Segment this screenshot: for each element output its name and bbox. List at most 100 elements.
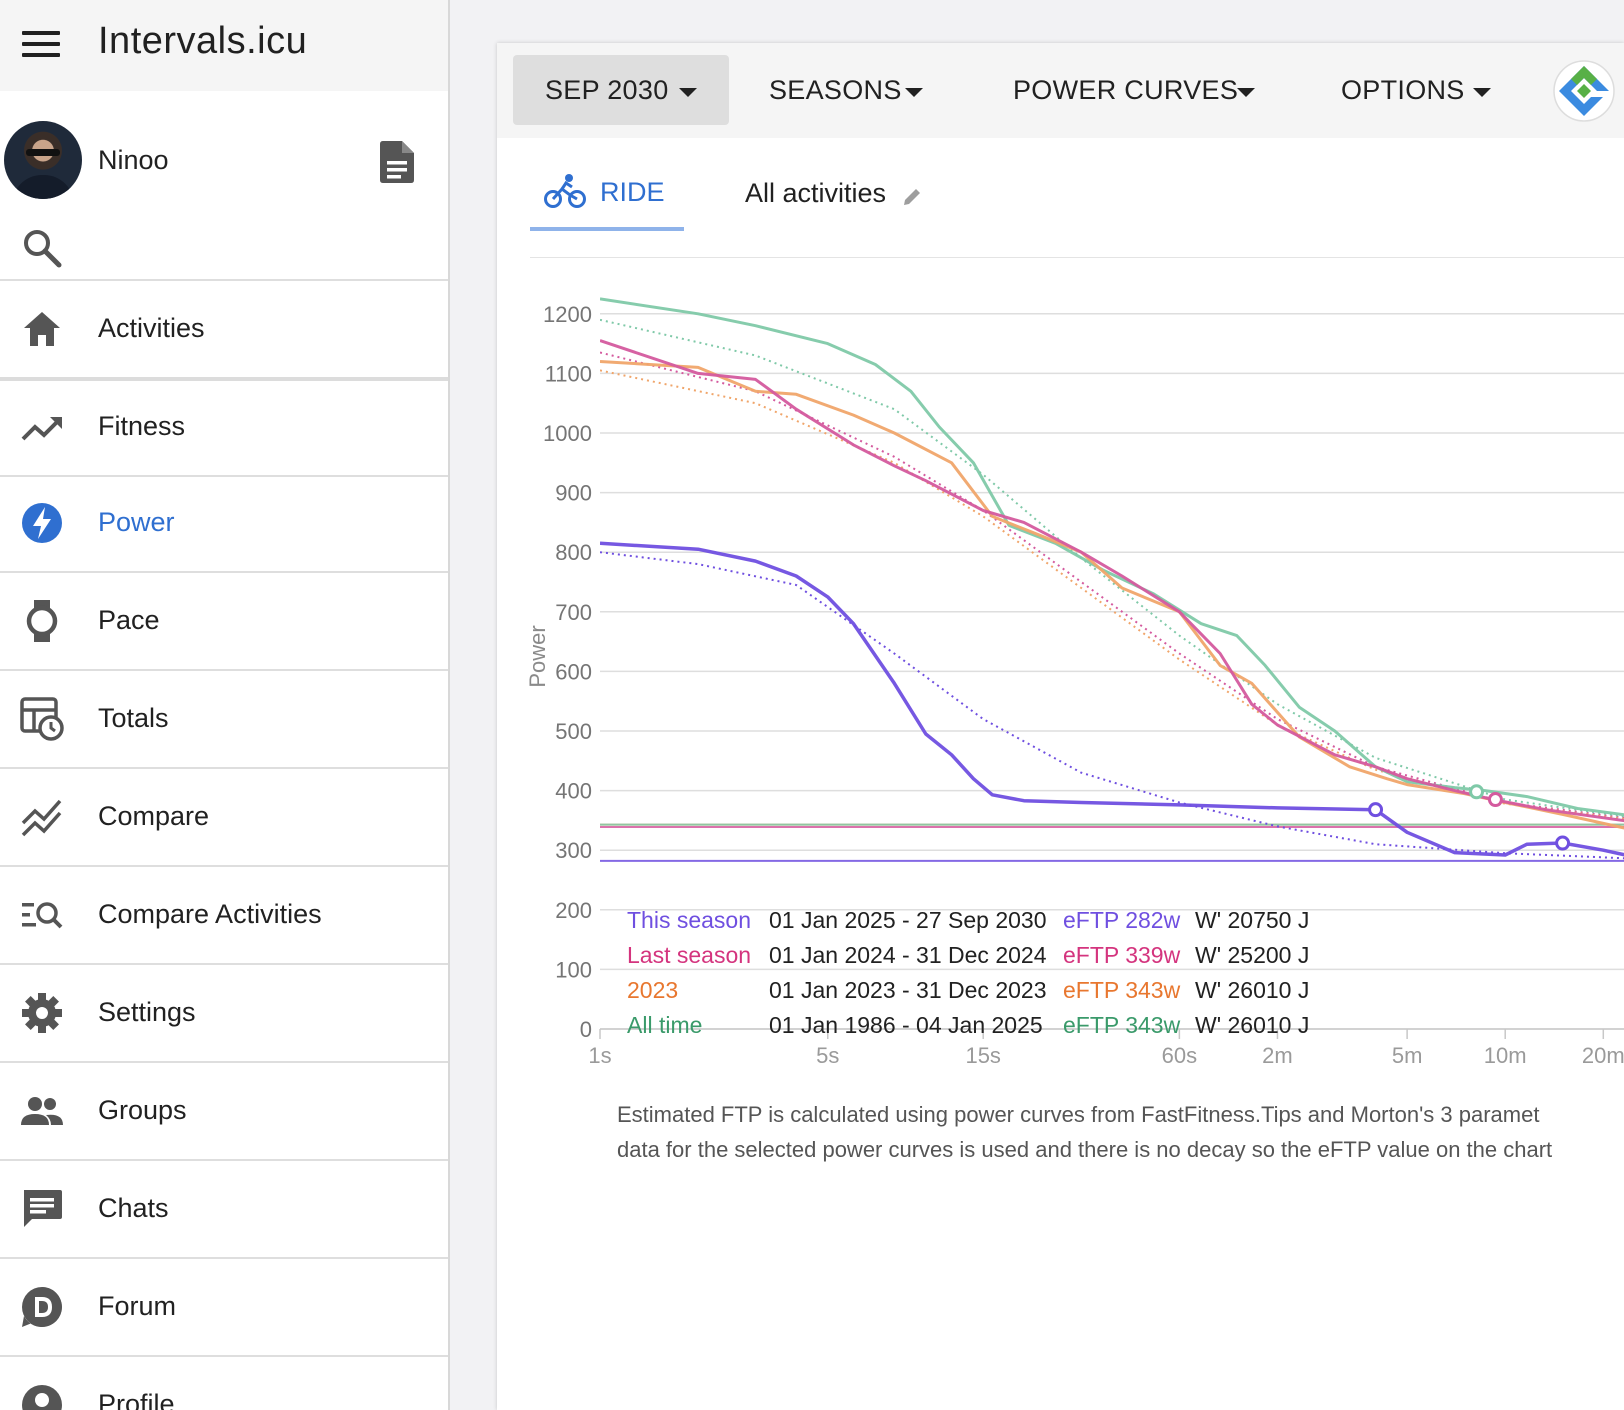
curve-marker: [1555, 835, 1571, 851]
legend-name: This season: [627, 907, 752, 933]
toolbar: SEP 2030 SEASONS POWER CURVES OPTIONS: [497, 43, 1624, 138]
power-curves-label: POWER CURVES: [1013, 75, 1239, 105]
sidebar-item-totals[interactable]: Totals: [0, 671, 448, 769]
y-tick-label: 300: [555, 838, 592, 863]
compare-lines-icon: [21, 799, 62, 837]
avatar[interactable]: [4, 121, 82, 199]
sidebar-item-label: Forum: [98, 1291, 177, 1321]
user-name[interactable]: Ninoo: [98, 145, 169, 175]
fastfitness-logo-icon[interactable]: [1553, 60, 1615, 122]
table-clock-icon: [20, 697, 64, 741]
hamburger-menu-icon[interactable]: [22, 31, 60, 57]
legend-wprime: W' 20750 J: [1195, 907, 1310, 933]
curve-marker: [1368, 802, 1384, 818]
y-tick-label: 0: [580, 1017, 592, 1042]
y-tick-label: 1000: [543, 421, 592, 446]
seasons-menu-button[interactable]: SEASONS: [737, 55, 947, 125]
legend-name: 2023: [627, 977, 679, 1003]
app-title: Intervals.icu: [98, 20, 308, 62]
gear-icon: [22, 993, 62, 1033]
sidebar-item-label: Power: [98, 507, 175, 537]
chat-icon: [24, 1190, 62, 1227]
caret-down-icon: [905, 88, 923, 97]
y-tick-label: 200: [555, 898, 592, 923]
sidebar-item-label: Pace: [98, 605, 160, 635]
legend-wprime: W' 26010 J: [1195, 1012, 1310, 1038]
y-tick-label: 900: [555, 481, 592, 506]
x-tick-label: 2m: [1262, 1043, 1293, 1068]
legend-dates: 01 Jan 2023 - 31 Dec 2023: [769, 977, 1047, 1003]
y-tick-label: 500: [555, 719, 592, 744]
power-bolt-icon: [22, 503, 62, 543]
seasons-label: SEASONS: [769, 75, 902, 105]
sidebar-item-fitness[interactable]: Fitness: [0, 379, 448, 477]
month-select-button[interactable]: SEP 2030: [513, 55, 729, 125]
power-curve-series: [600, 339, 1624, 823]
model-curve: [600, 551, 1624, 860]
app-bar: Intervals.icu: [0, 0, 448, 91]
y-axis-label: Power: [525, 625, 550, 687]
x-tick-label: 10m: [1484, 1043, 1527, 1068]
document-icon[interactable]: [380, 141, 414, 183]
people-icon: [21, 1097, 63, 1125]
power-curve-chart[interactable]: 0 100 200 300 400 500 600 700 800 900 1000 1100 1200…: [497, 43, 1624, 1410]
sidebar-item-groups[interactable]: Groups: [0, 1063, 448, 1161]
pencil-edit-icon[interactable]: [901, 186, 923, 208]
sidebar-item-forum[interactable]: Forum: [0, 1259, 448, 1357]
sidebar-item-label: Totals: [98, 703, 169, 733]
eftp-note-line: Estimated FTP is calculated using power …: [617, 1102, 1540, 1127]
search-icon[interactable]: [22, 228, 62, 268]
sidebar-item-compare-activities[interactable]: Compare Activities: [0, 867, 448, 965]
model-curve: [600, 369, 1624, 821]
sidebar-item-compare[interactable]: Compare: [0, 769, 448, 867]
y-tick-label: 800: [555, 540, 592, 565]
tab-ride[interactable]: RIDE: [530, 165, 684, 231]
legend-eftp: eFTP 343w: [1063, 1012, 1181, 1038]
power-curves-menu-button[interactable]: POWER CURVES: [981, 55, 1281, 125]
x-tick-label: 5s: [816, 1043, 839, 1068]
main-panel: SEP 2030 SEASONS POWER CURVES OPTIONS: [497, 43, 1624, 1410]
caret-down-icon: [679, 88, 697, 97]
y-tick-label: 400: [555, 779, 592, 804]
legend-dates: 01 Jan 2025 - 27 Sep 2030: [769, 907, 1047, 933]
tab-ride-label: RIDE: [600, 177, 665, 207]
month-label: SEP 2030: [545, 75, 669, 105]
trending-up-icon: [21, 417, 62, 441]
sidebar-item-chats[interactable]: Chats: [0, 1161, 448, 1259]
activity-filter[interactable]: All activities: [745, 178, 887, 208]
sidebar-item-profile[interactable]: Profile: [0, 1357, 448, 1410]
curve-marker: [1487, 792, 1503, 808]
x-tick-label: 5m: [1392, 1043, 1423, 1068]
sidebar-item-activities[interactable]: Activities: [0, 281, 448, 381]
home-icon: [24, 312, 60, 346]
y-tick-label: 600: [555, 659, 592, 684]
sidebar-item-settings[interactable]: Settings: [0, 965, 448, 1063]
model-curve: [600, 351, 1624, 819]
x-tick-label: 20m: [1582, 1043, 1624, 1068]
options-menu-button[interactable]: OPTIONS: [1315, 55, 1515, 125]
sidebar-item-pace[interactable]: Pace: [0, 573, 448, 671]
legend-wprime: W' 26010 J: [1195, 977, 1310, 1003]
legend-name: All time: [627, 1012, 703, 1038]
user-row[interactable]: Ninoo: [0, 121, 448, 203]
power-curve-series: [600, 360, 1624, 830]
options-label: OPTIONS: [1341, 75, 1465, 105]
sidebar-item-label: Settings: [98, 997, 196, 1027]
caret-down-icon: [1237, 88, 1255, 97]
legend-eftp: eFTP 282w: [1063, 907, 1181, 933]
y-tick-label: 1200: [543, 302, 592, 327]
sidebar-item-label: Compare Activities: [98, 899, 322, 929]
profile-icon: [22, 1385, 62, 1410]
x-tick-label: 60s: [1162, 1043, 1197, 1068]
legend-eftp: eFTP 343w: [1063, 977, 1181, 1003]
eftp-note-line: data for the selected power curves is us…: [617, 1137, 1553, 1162]
bike-icon: [544, 174, 586, 208]
divider: [530, 257, 1624, 258]
sidebar: Intervals.icu Ninoo Activities Fitness P…: [0, 0, 450, 1410]
y-tick-label: 700: [555, 600, 592, 625]
sidebar-item-power[interactable]: Power: [0, 475, 448, 573]
eftp-note: Estimated FTP is calculated using power …: [617, 1097, 1552, 1167]
sidebar-item-label: Chats: [98, 1193, 169, 1223]
model-curve: [600, 318, 1624, 818]
sidebar-item-label: Fitness: [98, 411, 186, 441]
